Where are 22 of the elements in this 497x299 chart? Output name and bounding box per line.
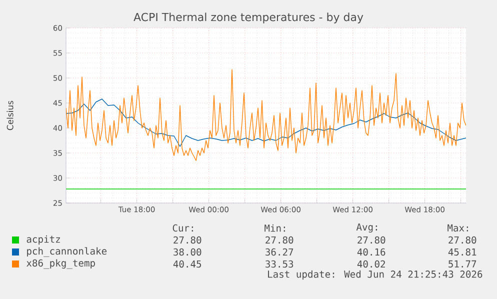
text: Cur: [172, 224, 194, 232]
text: Avg: [356, 223, 378, 233]
text: 27.80 [358, 236, 386, 244]
text: 40.16 [357, 248, 386, 256]
text: 45.81 [448, 248, 476, 256]
text: 38.00 [174, 248, 202, 256]
text: Last update: Wed Jun 24 21:25:43 2026 [268, 270, 482, 280]
text: 36.27 [266, 248, 294, 256]
text: 27.80 [174, 236, 202, 244]
text: 27.80 [448, 236, 476, 244]
legend-label: acpitz [26, 235, 60, 245]
text: 51.77 [448, 260, 476, 268]
text: Min: [264, 224, 286, 232]
chart-title: ACPI Thermal zone temperatures - by day [134, 12, 364, 24]
text: 27.80 [266, 236, 294, 244]
text: 33.53 [266, 260, 294, 268]
y-axis-title: Celsius [6, 100, 14, 130]
text: 40.02 [357, 260, 385, 268]
legend-label: x86_pkg_temp [26, 259, 95, 269]
text: Max: [448, 224, 468, 232]
text: 40.45 [173, 260, 202, 268]
legend-label: pch_cannonlake [27, 247, 107, 257]
